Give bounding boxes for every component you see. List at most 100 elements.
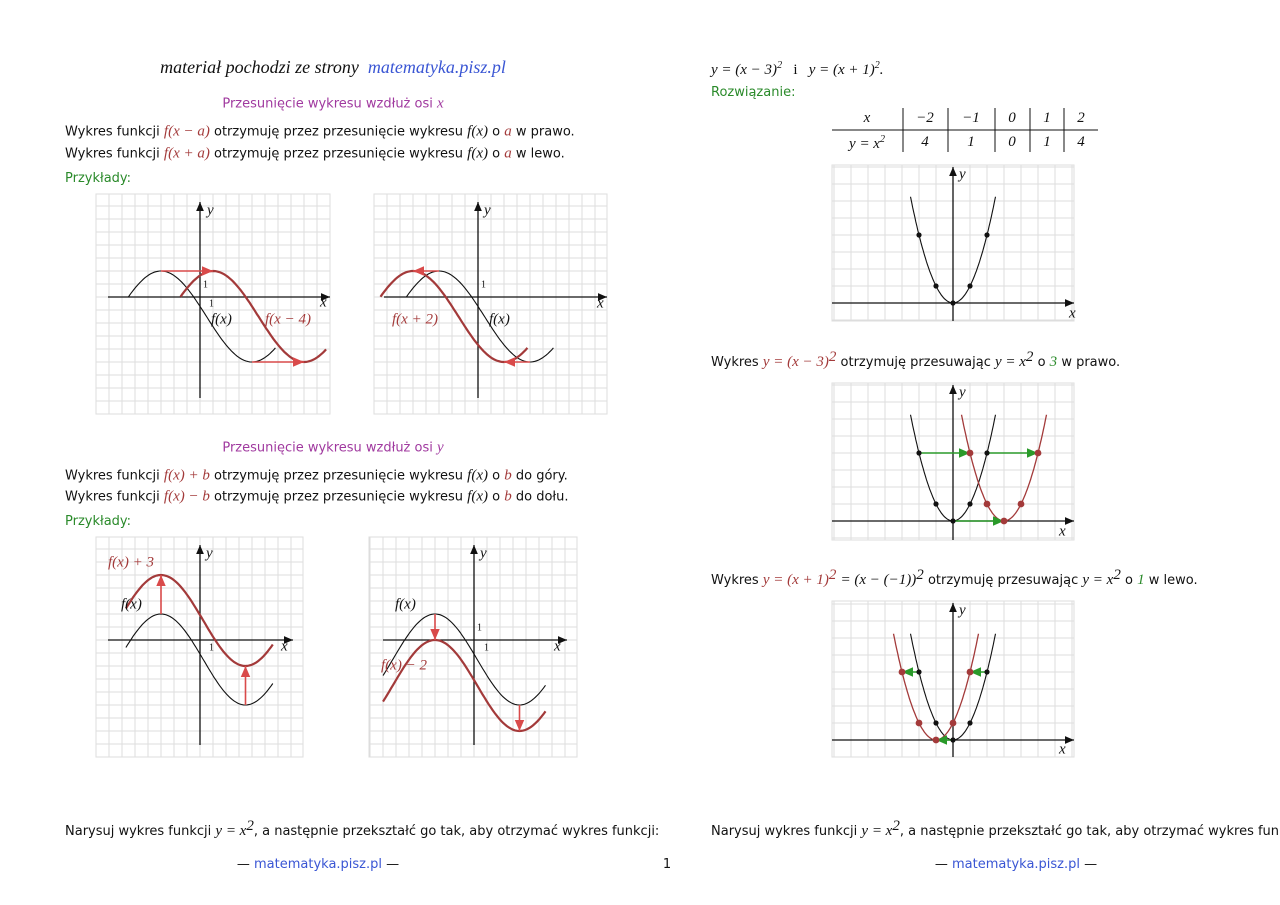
text: materiał pochodzi ze strony bbox=[160, 57, 359, 77]
text: 1 bbox=[1137, 572, 1145, 589]
point bbox=[984, 232, 990, 238]
text: y = (x + 1) bbox=[762, 572, 829, 589]
curve bbox=[128, 270, 276, 363]
point bbox=[916, 450, 922, 456]
text: otrzymuję przesuwając bbox=[840, 355, 991, 371]
text: Wykres bbox=[711, 573, 759, 589]
text: 1 bbox=[967, 134, 975, 150]
text: Rozwiązanie: bbox=[711, 85, 796, 100]
point bbox=[950, 737, 956, 743]
point bbox=[932, 736, 940, 744]
text: Przesunięcie wykresu wzdłuż osi x bbox=[222, 95, 443, 114]
text: Wykres funkcji bbox=[65, 468, 160, 484]
text: y = x bbox=[861, 823, 893, 840]
text: a bbox=[504, 145, 512, 162]
graph-label: 1 bbox=[209, 298, 214, 309]
point bbox=[933, 720, 939, 726]
graph-label: f(x) bbox=[395, 596, 416, 612]
text: f(x) bbox=[467, 145, 488, 162]
link[interactable]: matematyka.pisz.pl bbox=[367, 57, 506, 77]
text: 2 bbox=[828, 348, 837, 365]
text: Wykres funkcji bbox=[65, 489, 160, 505]
text: f(x) bbox=[467, 488, 488, 505]
graph-label: 1 bbox=[481, 279, 486, 290]
curve bbox=[382, 613, 546, 706]
text: 2 bbox=[777, 60, 783, 71]
text: f(x) − b bbox=[163, 488, 210, 505]
graph-label: y bbox=[204, 545, 213, 561]
graph-label: f(x) + 3 bbox=[108, 554, 154, 570]
point bbox=[949, 719, 957, 727]
text: y = x bbox=[849, 136, 880, 152]
text: otrzymuję przez przesunięcie wykresu bbox=[213, 124, 464, 140]
link[interactable]: matematyka.pisz.pl bbox=[253, 857, 383, 872]
text: w prawo. bbox=[515, 124, 575, 140]
point bbox=[916, 669, 922, 675]
text: Wykres funkcji bbox=[65, 124, 160, 140]
curve bbox=[125, 613, 274, 706]
text: otrzymuję przez przesunięcie wykresu bbox=[213, 468, 464, 484]
text: Przykłady: bbox=[65, 171, 132, 186]
text: w lewo. bbox=[515, 146, 565, 162]
text: w prawo. bbox=[1061, 355, 1121, 371]
text: Wykres funkcji bbox=[65, 146, 160, 162]
text: do dołu. bbox=[515, 489, 569, 505]
graph-label: f(x) − 2 bbox=[381, 657, 427, 673]
text: 0 bbox=[1008, 134, 1016, 150]
text: b bbox=[504, 488, 512, 505]
text: f(x + a) bbox=[163, 145, 210, 162]
text: 0 bbox=[1008, 110, 1016, 126]
text: Przesunięcie wykresu wzdłuż osi bbox=[222, 96, 433, 112]
graph-label: x bbox=[280, 638, 288, 654]
text: Przesunięcie wykresu wzdłuż osi bbox=[222, 440, 433, 456]
text: materiał pochodzi ze strony matematyka.p… bbox=[160, 58, 506, 76]
text: 2 bbox=[892, 817, 900, 834]
curve bbox=[124, 573, 274, 668]
text: 3 bbox=[1049, 354, 1058, 371]
text: 2 bbox=[1077, 110, 1085, 126]
text: Wykres funkcji f(x − a) otrzymuję przez … bbox=[65, 123, 575, 142]
text: y bbox=[437, 439, 444, 456]
text: , a następnie przekształć go tak, aby ot… bbox=[253, 824, 660, 840]
text: x bbox=[437, 95, 444, 112]
graph-label: f(x + 2) bbox=[392, 311, 438, 327]
text: o bbox=[1037, 355, 1046, 371]
text: otrzymuję przez przesunięcie wykresu bbox=[213, 146, 464, 162]
point bbox=[967, 283, 973, 289]
text: Wykres y = (x + 1)2 = (x − (−1))2 otrzym… bbox=[711, 566, 1198, 590]
text: — matematyka.pisz.pl — bbox=[935, 856, 1097, 874]
text: y = (x + 1) bbox=[808, 62, 875, 78]
text: 4 bbox=[1077, 134, 1085, 150]
text: y = x bbox=[215, 823, 247, 840]
text: o bbox=[492, 468, 501, 484]
graph-label: y bbox=[957, 384, 966, 400]
text: y = (x − 3) bbox=[711, 62, 778, 78]
text: Wykres funkcji f(x) + b otrzymuję przez … bbox=[65, 467, 568, 486]
graph-label: 1 bbox=[484, 642, 489, 653]
graph-label: f(x) bbox=[211, 311, 232, 327]
text: 2 bbox=[874, 60, 880, 71]
text: a bbox=[504, 123, 512, 140]
link[interactable]: matematyka.pisz.pl bbox=[951, 857, 1081, 872]
text: otrzymuję przez przesunięcie wykresu bbox=[213, 489, 464, 505]
graph-label: y bbox=[482, 202, 491, 218]
text: 2 bbox=[879, 134, 885, 145]
point bbox=[950, 518, 956, 524]
text: o bbox=[492, 489, 501, 505]
text: — bbox=[934, 857, 948, 872]
point bbox=[984, 669, 990, 675]
point bbox=[967, 720, 973, 726]
text: Wykres funkcji f(x + a) otrzymuję przez … bbox=[65, 145, 565, 164]
graph-label: y bbox=[957, 602, 966, 618]
graph-label: x bbox=[1068, 305, 1076, 321]
graph-label: y bbox=[957, 166, 966, 182]
text: 2 bbox=[1025, 348, 1034, 365]
text: — bbox=[236, 857, 250, 872]
graph-label: x bbox=[553, 638, 561, 654]
point bbox=[933, 283, 939, 289]
graph-label: f(x − 4) bbox=[265, 311, 311, 327]
text: , a następnie przekształć go tak, aby ot… bbox=[899, 824, 1280, 840]
text: o bbox=[492, 146, 501, 162]
text: — bbox=[1084, 857, 1098, 872]
